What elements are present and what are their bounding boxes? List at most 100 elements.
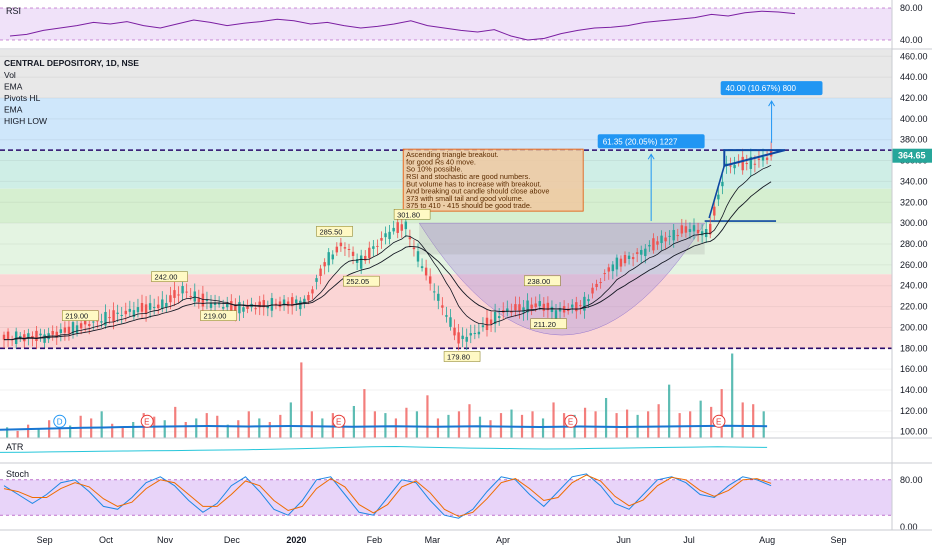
- candle-body: [238, 302, 241, 314]
- candle-body: [120, 314, 123, 316]
- candle-body: [615, 257, 619, 270]
- candle-body: [327, 252, 330, 266]
- candle-body: [124, 310, 127, 315]
- event-marker-label: E: [336, 417, 341, 426]
- price-tick-label: 100.00: [900, 427, 928, 437]
- candle-body: [295, 299, 298, 304]
- candle-body: [71, 322, 75, 334]
- candle-body: [319, 268, 322, 276]
- candle-body: [554, 310, 558, 319]
- candle-body: [359, 255, 363, 269]
- volume-bar: [247, 411, 250, 438]
- volume-bar: [626, 409, 629, 438]
- price-tick-label: 420.00: [900, 93, 928, 103]
- candle-body: [672, 229, 675, 241]
- candle-body: [396, 222, 399, 233]
- candle-body: [189, 296, 192, 298]
- price-tick-label: 400.00: [900, 114, 928, 124]
- trade-note-box: [402, 148, 584, 212]
- trade-note-line: And breaking out candle should close abo…: [406, 187, 549, 196]
- volume-bar: [531, 411, 534, 438]
- volume-bar: [268, 421, 271, 438]
- candle-body: [599, 282, 602, 284]
- candle-body: [209, 302, 213, 308]
- candle-body: [473, 332, 477, 334]
- candle-body: [221, 307, 225, 309]
- volume-bar: [121, 427, 124, 438]
- candle-body: [660, 235, 663, 244]
- candle-body: [31, 335, 34, 339]
- pivot-label-box: [316, 226, 353, 237]
- candle-body: [152, 307, 156, 309]
- event-marker: [712, 414, 726, 428]
- volume-bar: [604, 397, 608, 438]
- candle-body: [104, 311, 107, 326]
- candle-body: [128, 308, 132, 312]
- candle-body: [307, 295, 310, 301]
- candle-body: [266, 305, 270, 309]
- volume-bar: [615, 413, 618, 438]
- candle-body: [242, 307, 245, 312]
- volume-bar: [594, 411, 597, 438]
- candle-body: [197, 297, 201, 302]
- candle-body: [368, 247, 371, 259]
- candle-body: [408, 237, 412, 240]
- trade-note-line: for good Rs 40 move.: [406, 157, 476, 166]
- trade-note-line: 375 to 410 - 415 should be good trade.: [406, 201, 532, 210]
- volume-bar: [394, 418, 398, 438]
- candle-body: [534, 303, 537, 308]
- indicator-legend-item: EMA: [4, 105, 23, 115]
- candle-body: [656, 241, 659, 245]
- event-marker: [564, 414, 578, 428]
- candle-body: [583, 296, 586, 311]
- pivot-label: 301.80: [397, 210, 420, 219]
- candle-body: [258, 301, 261, 308]
- time-tick-label: Sep: [37, 535, 53, 545]
- time-tick-label: Jul: [683, 535, 695, 545]
- event-marker-label: E: [144, 417, 149, 426]
- volume-bar: [583, 407, 587, 438]
- candle-body: [173, 290, 176, 298]
- volume-ema-line: [0, 424, 768, 431]
- candle-body: [709, 223, 712, 235]
- event-marker-label: E: [716, 417, 721, 426]
- candle-body: [510, 311, 513, 313]
- candle-body: [27, 333, 30, 338]
- candle-body: [696, 229, 700, 234]
- measure-label: 40.00 (10.67%) 800: [726, 84, 797, 93]
- chart-title: CENTRAL DEPOSITORY, 1D, NSE: [4, 58, 139, 68]
- pivot-label: 238.00: [527, 277, 550, 286]
- candle-body: [39, 333, 42, 336]
- candle-body: [144, 304, 148, 314]
- event-marker: [140, 414, 154, 428]
- candle-body: [315, 278, 318, 282]
- volume-bar: [111, 423, 114, 438]
- price-tick-label: 260.00: [900, 260, 928, 270]
- volume-bar: [457, 411, 461, 438]
- candle-body: [757, 158, 761, 160]
- candle-body: [347, 248, 351, 250]
- candle-body: [550, 306, 554, 313]
- volume-bar: [489, 420, 492, 438]
- pivot-label-box: [62, 310, 99, 321]
- candle-body: [437, 293, 440, 301]
- candle-body: [591, 287, 594, 294]
- candle-body: [6, 331, 10, 339]
- time-tick-label: Oct: [99, 535, 114, 545]
- volume-bar: [289, 402, 292, 438]
- zone-band: [0, 97, 892, 151]
- candle-body: [753, 163, 757, 165]
- candle-body: [311, 289, 314, 294]
- candle-body: [226, 303, 229, 308]
- volume-bar: [27, 424, 30, 438]
- candle-body: [213, 302, 217, 305]
- last-price-tag: [892, 148, 932, 163]
- time-tick-label: 2020: [286, 535, 306, 545]
- candle-body: [688, 229, 692, 232]
- atr-line: [0, 445, 768, 453]
- candle-body: [303, 298, 306, 304]
- candle-body: [648, 245, 651, 247]
- candle-body: [63, 327, 67, 333]
- pivot-label: 242.00: [154, 273, 177, 282]
- measure-arrow: [768, 100, 776, 107]
